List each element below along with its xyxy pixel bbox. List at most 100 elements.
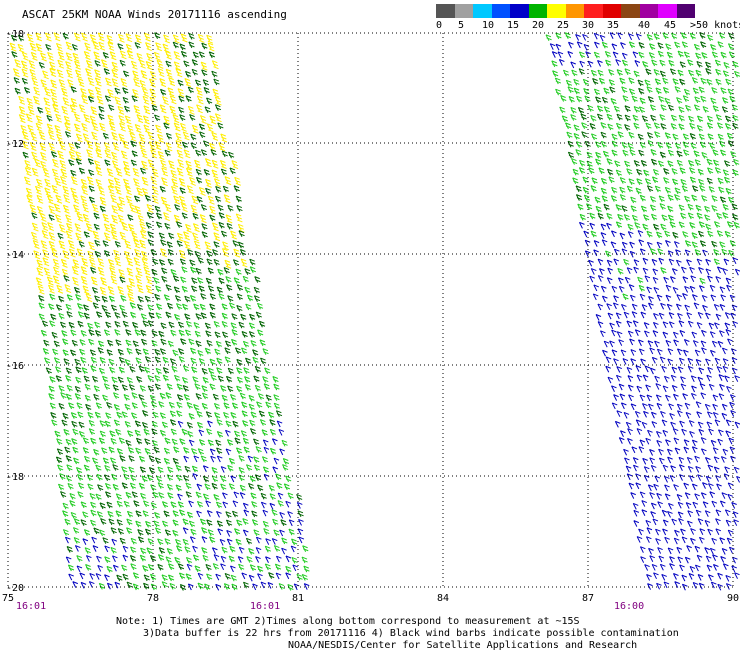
barb-feather [109,125,116,129]
barb-feather [135,37,142,41]
barb-feather [37,262,43,266]
barb-feather [178,329,185,333]
barb-feather [193,322,200,326]
barb-feather [182,288,188,292]
wind-barb [82,285,90,295]
barb-feather [184,137,190,141]
wind-barb [57,232,64,240]
barb-feather [235,179,241,183]
barb-feather [176,303,182,307]
barb-feather [81,123,87,126]
barb-feather [240,316,247,320]
legend-swatch [584,4,603,18]
barb-feather [263,383,270,387]
barb-feather [117,376,124,380]
barb-feather [254,378,260,382]
barb-feather [147,320,154,324]
barb-feather [139,385,146,389]
barb-feather [196,396,202,400]
barb-feather [207,253,213,257]
wind-barb [31,212,38,220]
wind-barb [139,223,147,233]
wind-barb [152,411,159,419]
barb-feather [38,295,44,298]
wind-barb [29,204,37,214]
barb-feather [33,86,39,90]
barb-feather [237,307,243,311]
barb-feather [146,64,152,67]
barb-feather [126,267,133,271]
barb-feather [192,232,198,236]
wind-barb [44,178,52,188]
barb-feather [136,284,143,288]
barb-feather [90,365,96,369]
barb-feather [257,305,264,309]
wind-barb [79,348,86,356]
barb-feather [205,325,212,329]
barb-feather [134,251,141,255]
barb-feather [199,123,205,127]
barb-feather [58,65,65,69]
barb-feather [210,149,217,152]
wind-barb [211,60,219,70]
barb-feather [103,132,109,136]
barb-feather [130,209,136,213]
wind-barb [177,321,185,329]
barb-feather [234,188,240,192]
barb-feather [104,226,110,230]
barb-feather [57,139,64,143]
wind-barb [209,293,216,300]
barb-feather [75,158,82,162]
barb-feather [235,347,241,351]
barb-feather [119,39,125,43]
barb-feather [222,251,229,255]
wind-barb [119,276,126,284]
barb-feather [42,246,48,250]
wind-barb [70,169,77,177]
barb-feather [243,343,250,347]
barb-feather [219,145,225,149]
wind-barb [141,250,148,260]
barb-feather [50,71,56,74]
wind-barb [76,303,84,310]
barb-feather [214,348,220,352]
wind-barb [142,87,149,97]
barb-feather [253,375,259,379]
barb-feather [231,325,237,329]
barb-feather [205,158,211,162]
barb-feather [210,374,217,378]
barb-feather [10,45,16,49]
barb-feather [126,121,132,125]
barb-feather [105,77,111,81]
barb-feather [117,286,123,289]
barb-feather [56,378,62,382]
barb-feather [249,331,255,334]
barb-feather [31,135,37,139]
barb-feather [39,64,45,68]
barb-feather [49,211,56,215]
barb-feather [144,35,151,39]
wind-barb [101,304,108,312]
barb-feather [108,262,115,265]
barb-feather [207,37,213,41]
barb-feather [219,148,226,152]
barb-feather [126,257,132,261]
wind-barb [137,295,144,303]
barb-feather [51,154,58,158]
barb-feather [238,223,244,227]
wind-barb [55,375,62,382]
barb-feather [29,63,35,67]
wind-barb [224,356,231,364]
wind-barb [163,122,170,130]
barb-feather [175,207,181,211]
wind-barb [112,392,120,399]
barb-feather [166,145,172,149]
wind-barb [231,160,239,170]
barb-feather [132,395,138,399]
barb-feather [184,295,190,299]
barb-feather [93,451,100,455]
barb-feather [55,183,62,187]
barb-feather [159,157,165,160]
wind-barb [149,88,157,98]
barb-feather [191,360,197,364]
